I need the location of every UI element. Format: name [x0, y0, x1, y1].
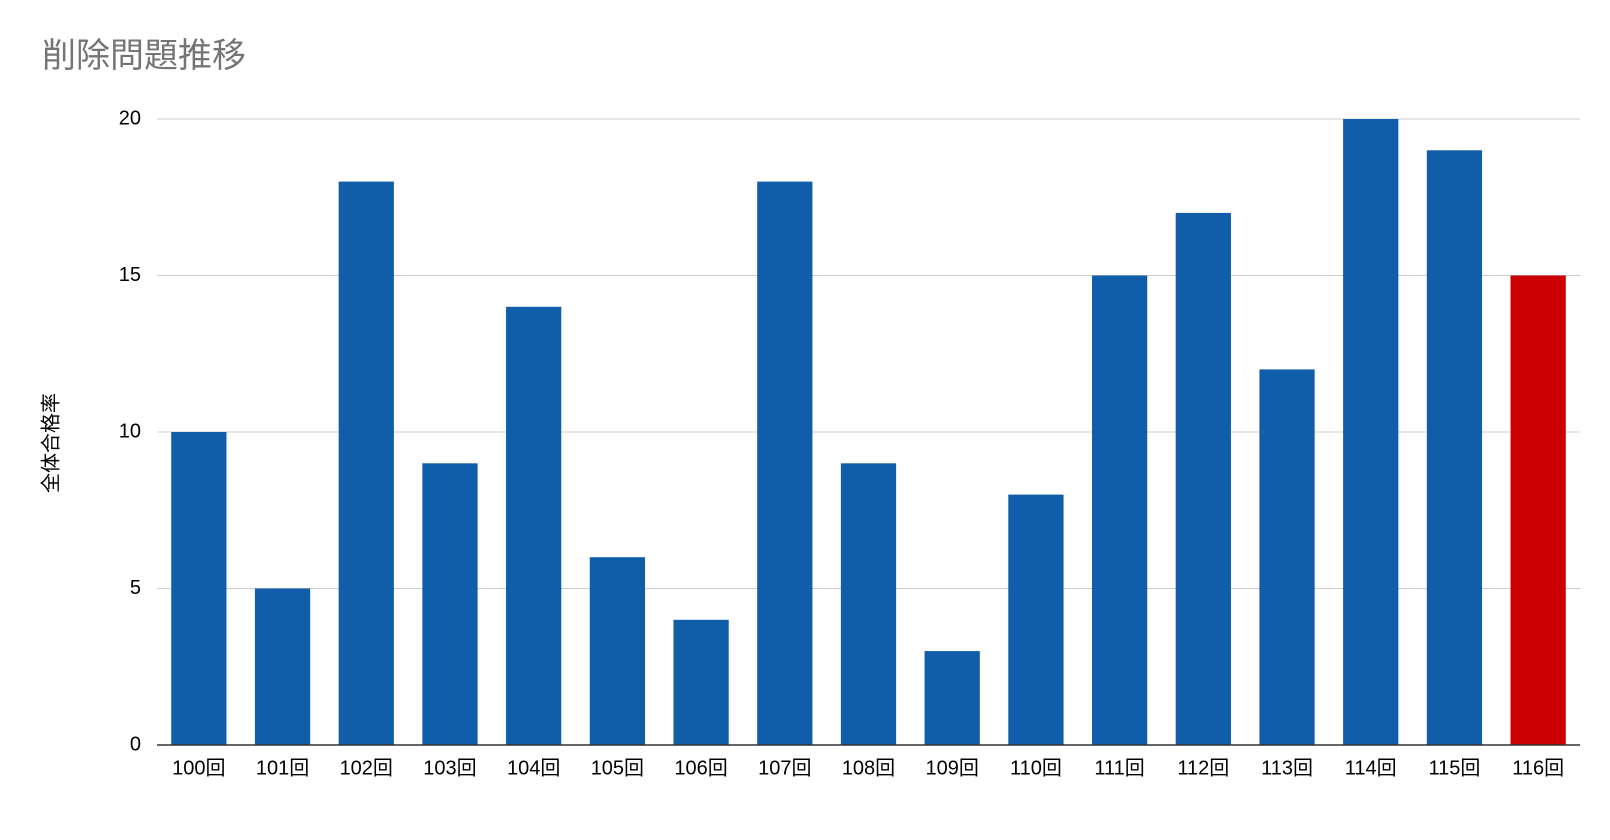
y-tick-label: 20 — [119, 107, 141, 129]
bar — [673, 619, 729, 745]
chart-title: 削除問題推移 — [42, 37, 246, 75]
x-tick-label: 113回 — [1261, 757, 1313, 779]
y-tick-label: 0 — [130, 733, 141, 755]
bar — [1175, 212, 1231, 745]
bar — [1426, 150, 1483, 746]
x-tick-label: 112回 — [1177, 757, 1229, 779]
x-tick-label: 110回 — [1010, 757, 1062, 779]
x-tick-label: 107回 — [758, 757, 811, 779]
bar — [1343, 119, 1399, 745]
y-tick-label: 15 — [119, 264, 141, 286]
bar — [757, 181, 813, 746]
y-tick-label: 5 — [130, 577, 141, 599]
x-tick-label: 108回 — [842, 757, 895, 779]
bar — [171, 432, 227, 745]
bar — [506, 306, 562, 745]
x-tick-label: 100回 — [172, 757, 225, 779]
x-tick-label: 114回 — [1345, 757, 1397, 779]
bar — [338, 181, 394, 746]
bar — [1259, 369, 1315, 745]
x-tick-label: 106回 — [674, 757, 727, 779]
bar — [1510, 275, 1566, 745]
x-tick-label: 111回 — [1094, 757, 1144, 779]
x-tick-label: 104回 — [507, 757, 560, 779]
x-tick-label: 105回 — [591, 757, 644, 779]
bar — [589, 557, 646, 745]
y-axis-label: 全体合格率 — [39, 393, 62, 493]
bar — [1091, 275, 1148, 745]
bar — [924, 651, 980, 745]
y-tick-label: 10 — [119, 420, 141, 442]
bar — [1008, 494, 1064, 745]
bar — [840, 463, 897, 745]
bar — [254, 588, 311, 745]
x-tick-label: 116回 — [1512, 757, 1564, 779]
x-tick-label: 109回 — [926, 757, 979, 779]
x-tick-label: 103回 — [423, 757, 476, 779]
x-tick-label: 102回 — [340, 757, 393, 779]
x-tick-label: 115回 — [1428, 757, 1480, 779]
bar — [422, 463, 478, 745]
x-tick-label: 101回 — [256, 757, 309, 779]
